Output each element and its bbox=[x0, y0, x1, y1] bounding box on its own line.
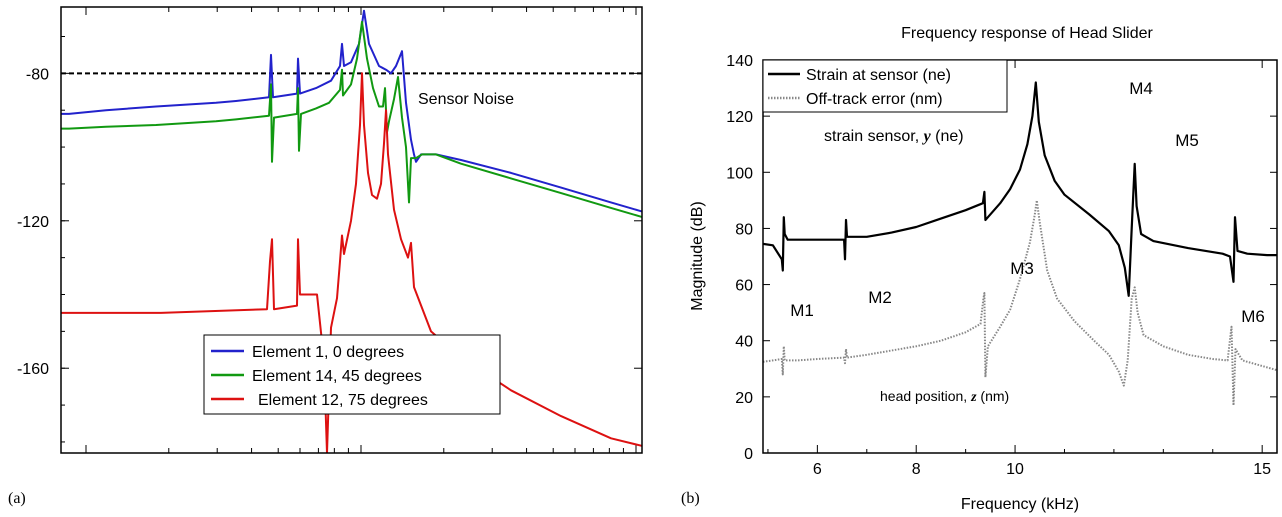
strain-sensor-annotation: strain sensor, y (ne) bbox=[824, 128, 964, 145]
panel-b-legend-label-1: Strain at sensor (ne) bbox=[806, 67, 951, 84]
panel-b-chart: Frequency response of Head Slider 0 20 40 6… bbox=[681, 25, 1278, 513]
panel-a-plot-frame bbox=[60, 6, 643, 454]
panel-a-legend-box bbox=[203, 334, 501, 415]
head-position-annotation: head position, z (nm) bbox=[880, 388, 1009, 405]
panel-a-legend-label-2: Element 14, 45 degrees bbox=[252, 368, 422, 385]
panel-b-y-tick-label: 0 bbox=[744, 446, 753, 463]
panel-a-legend-label-3: Element 12, 75 degrees bbox=[258, 392, 428, 409]
panel-b-y-tick-label: 20 bbox=[735, 390, 753, 407]
panel-b-y-tick-label: 120 bbox=[726, 109, 753, 126]
panel-b-mode-labels: M1 M2 M3 M4 M5 M6 strain sensor, y (ne) head po… bbox=[790, 79, 1265, 405]
panel-b-x-tick-label: 8 bbox=[912, 461, 921, 478]
panel-a-series-line-2 bbox=[61, 20, 642, 219]
mode-label-m4: M4 bbox=[1129, 79, 1153, 98]
panel-a-series-line-1 bbox=[61, 9, 642, 213]
panel-b-y-tick-label: 60 bbox=[735, 278, 753, 295]
panel-a-series-line-3 bbox=[61, 72, 642, 453]
panel-b-series-line-1 bbox=[763, 81, 1277, 297]
panel-b-y-tick-label: 140 bbox=[726, 53, 753, 70]
mode-label-m2: M2 bbox=[868, 288, 892, 307]
panel-a-y-tick-label: -120 bbox=[17, 214, 49, 231]
mode-label-m3: M3 bbox=[1010, 259, 1034, 278]
panel-b-plot-frame bbox=[762, 59, 1278, 454]
mode-label-m5: M5 bbox=[1175, 131, 1199, 150]
panel-b-legend-box bbox=[762, 59, 1008, 113]
panel-b-series-group bbox=[763, 81, 1277, 407]
panel-b-series-line-2 bbox=[763, 199, 1277, 407]
panel-a-legend-label-1: Element 1, 0 degrees bbox=[252, 344, 404, 361]
panel-b-y-axis-label: Magnitude (dB) bbox=[689, 201, 706, 310]
panel-b-legend-label-2: Off-track error (nm) bbox=[806, 91, 943, 108]
panel-b-y-tick-label: 80 bbox=[735, 221, 753, 238]
panel-b-x-tick-label: 10 bbox=[1006, 461, 1024, 478]
panel-b-y-tick-label: 100 bbox=[726, 165, 753, 182]
panel-b-x-tick-label: 15 bbox=[1253, 461, 1271, 478]
panel-b-legend: Strain at sensor (ne) Off-track error (nm… bbox=[762, 59, 1008, 113]
panel-b-y-tick-label: 40 bbox=[735, 334, 753, 351]
panel-b-x-axis-label: Frequency (kHz) bbox=[961, 496, 1079, 513]
mode-label-m6: M6 bbox=[1241, 307, 1265, 326]
mode-label-m1: M1 bbox=[790, 301, 814, 320]
panel-b-title: Frequency response of Head Slider bbox=[901, 25, 1153, 42]
panel-b-x-tick-label: 6 bbox=[813, 461, 822, 478]
panel-b-label: (b) bbox=[681, 490, 700, 507]
panel-a-legend: Element 1, 0 degrees Element 14, 45 degre… bbox=[203, 334, 501, 415]
panel-b-axes: 0 20 40 60 80 100 120 140 6 8 10 15 bbox=[726, 53, 1277, 478]
panel-a-y-tick-label: -80 bbox=[26, 66, 49, 83]
panel-a-chart: -80 -120 -160 Sensor Noise Element 1, 0 de… bbox=[8, 6, 643, 507]
panel-a-label: (a) bbox=[8, 490, 26, 507]
panel-a-axes: -80 -120 -160 bbox=[17, 7, 642, 453]
sensor-noise-label: Sensor Noise bbox=[418, 91, 514, 108]
panel-a-series-group bbox=[61, 9, 642, 453]
panel-a-y-tick-label: -160 bbox=[17, 361, 49, 378]
